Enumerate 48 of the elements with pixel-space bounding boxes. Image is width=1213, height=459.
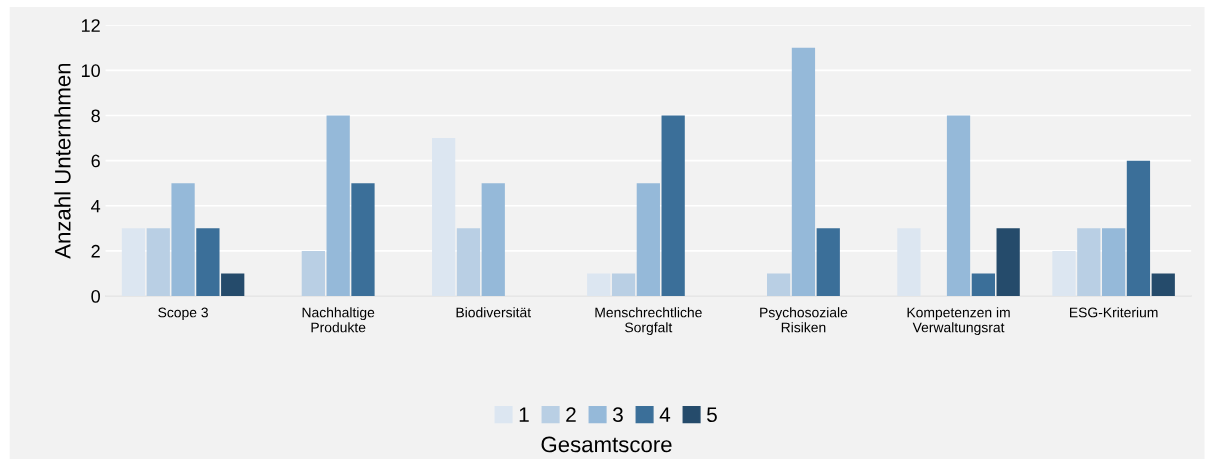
bar: [171, 183, 195, 297]
legend-label: 3: [612, 407, 623, 423]
bar: [1126, 160, 1151, 297]
x-tick-label: Psychosoziale Risiken: [760, 307, 848, 333]
bar: [946, 115, 971, 297]
bar: [301, 250, 325, 297]
bar: [481, 183, 505, 297]
y-axis-title: Anzahl Unternhmen: [54, 63, 71, 259]
bar: [661, 115, 685, 297]
bar: [897, 228, 921, 297]
bar: [326, 115, 350, 297]
bar: [587, 273, 611, 297]
bar: [121, 228, 146, 297]
y-tick-label: 4: [91, 199, 101, 213]
bar: [816, 228, 840, 297]
x-tick-label: ESG-Kriterium: [1070, 307, 1158, 318]
x-tick-label: Scope 3: [158, 307, 208, 321]
bar: [146, 228, 170, 297]
bar: [221, 273, 245, 297]
bar: [351, 183, 375, 297]
y-tick-label: 12: [81, 19, 100, 32]
x-axis-title: Gesamtscore: [541, 436, 672, 453]
y-tick-label: 10: [81, 64, 100, 78]
bar: [636, 183, 660, 297]
y-tick-label: 0: [91, 289, 100, 303]
bar: [1151, 273, 1175, 297]
bar: [611, 273, 636, 297]
legend-label: 2: [566, 407, 576, 422]
bar: [432, 138, 456, 297]
bar: [791, 47, 816, 297]
bar: [996, 228, 1020, 297]
bar: [1101, 228, 1126, 297]
x-tick-label: Biodiversität: [456, 307, 531, 318]
y-tick-label: 8: [91, 109, 100, 123]
bar: [1077, 228, 1101, 297]
y-tick-label: 6: [91, 154, 100, 168]
bar: [1052, 250, 1076, 297]
bar: [196, 228, 220, 297]
x-tick-label: Menschrechtliche Sorgfalt: [595, 307, 702, 336]
bar: [971, 273, 995, 297]
legend-label: 5: [707, 407, 717, 423]
legend-label: 1: [519, 407, 529, 422]
x-tick-label: Kompetenzen im Verwaltungsrat: [907, 307, 1010, 336]
legend-label: 4: [659, 407, 671, 422]
y-tick-label: 2: [91, 244, 100, 258]
x-tick-label: Nachhaltige Produkte: [302, 307, 375, 333]
bar: [456, 228, 481, 297]
bar: [766, 273, 791, 297]
